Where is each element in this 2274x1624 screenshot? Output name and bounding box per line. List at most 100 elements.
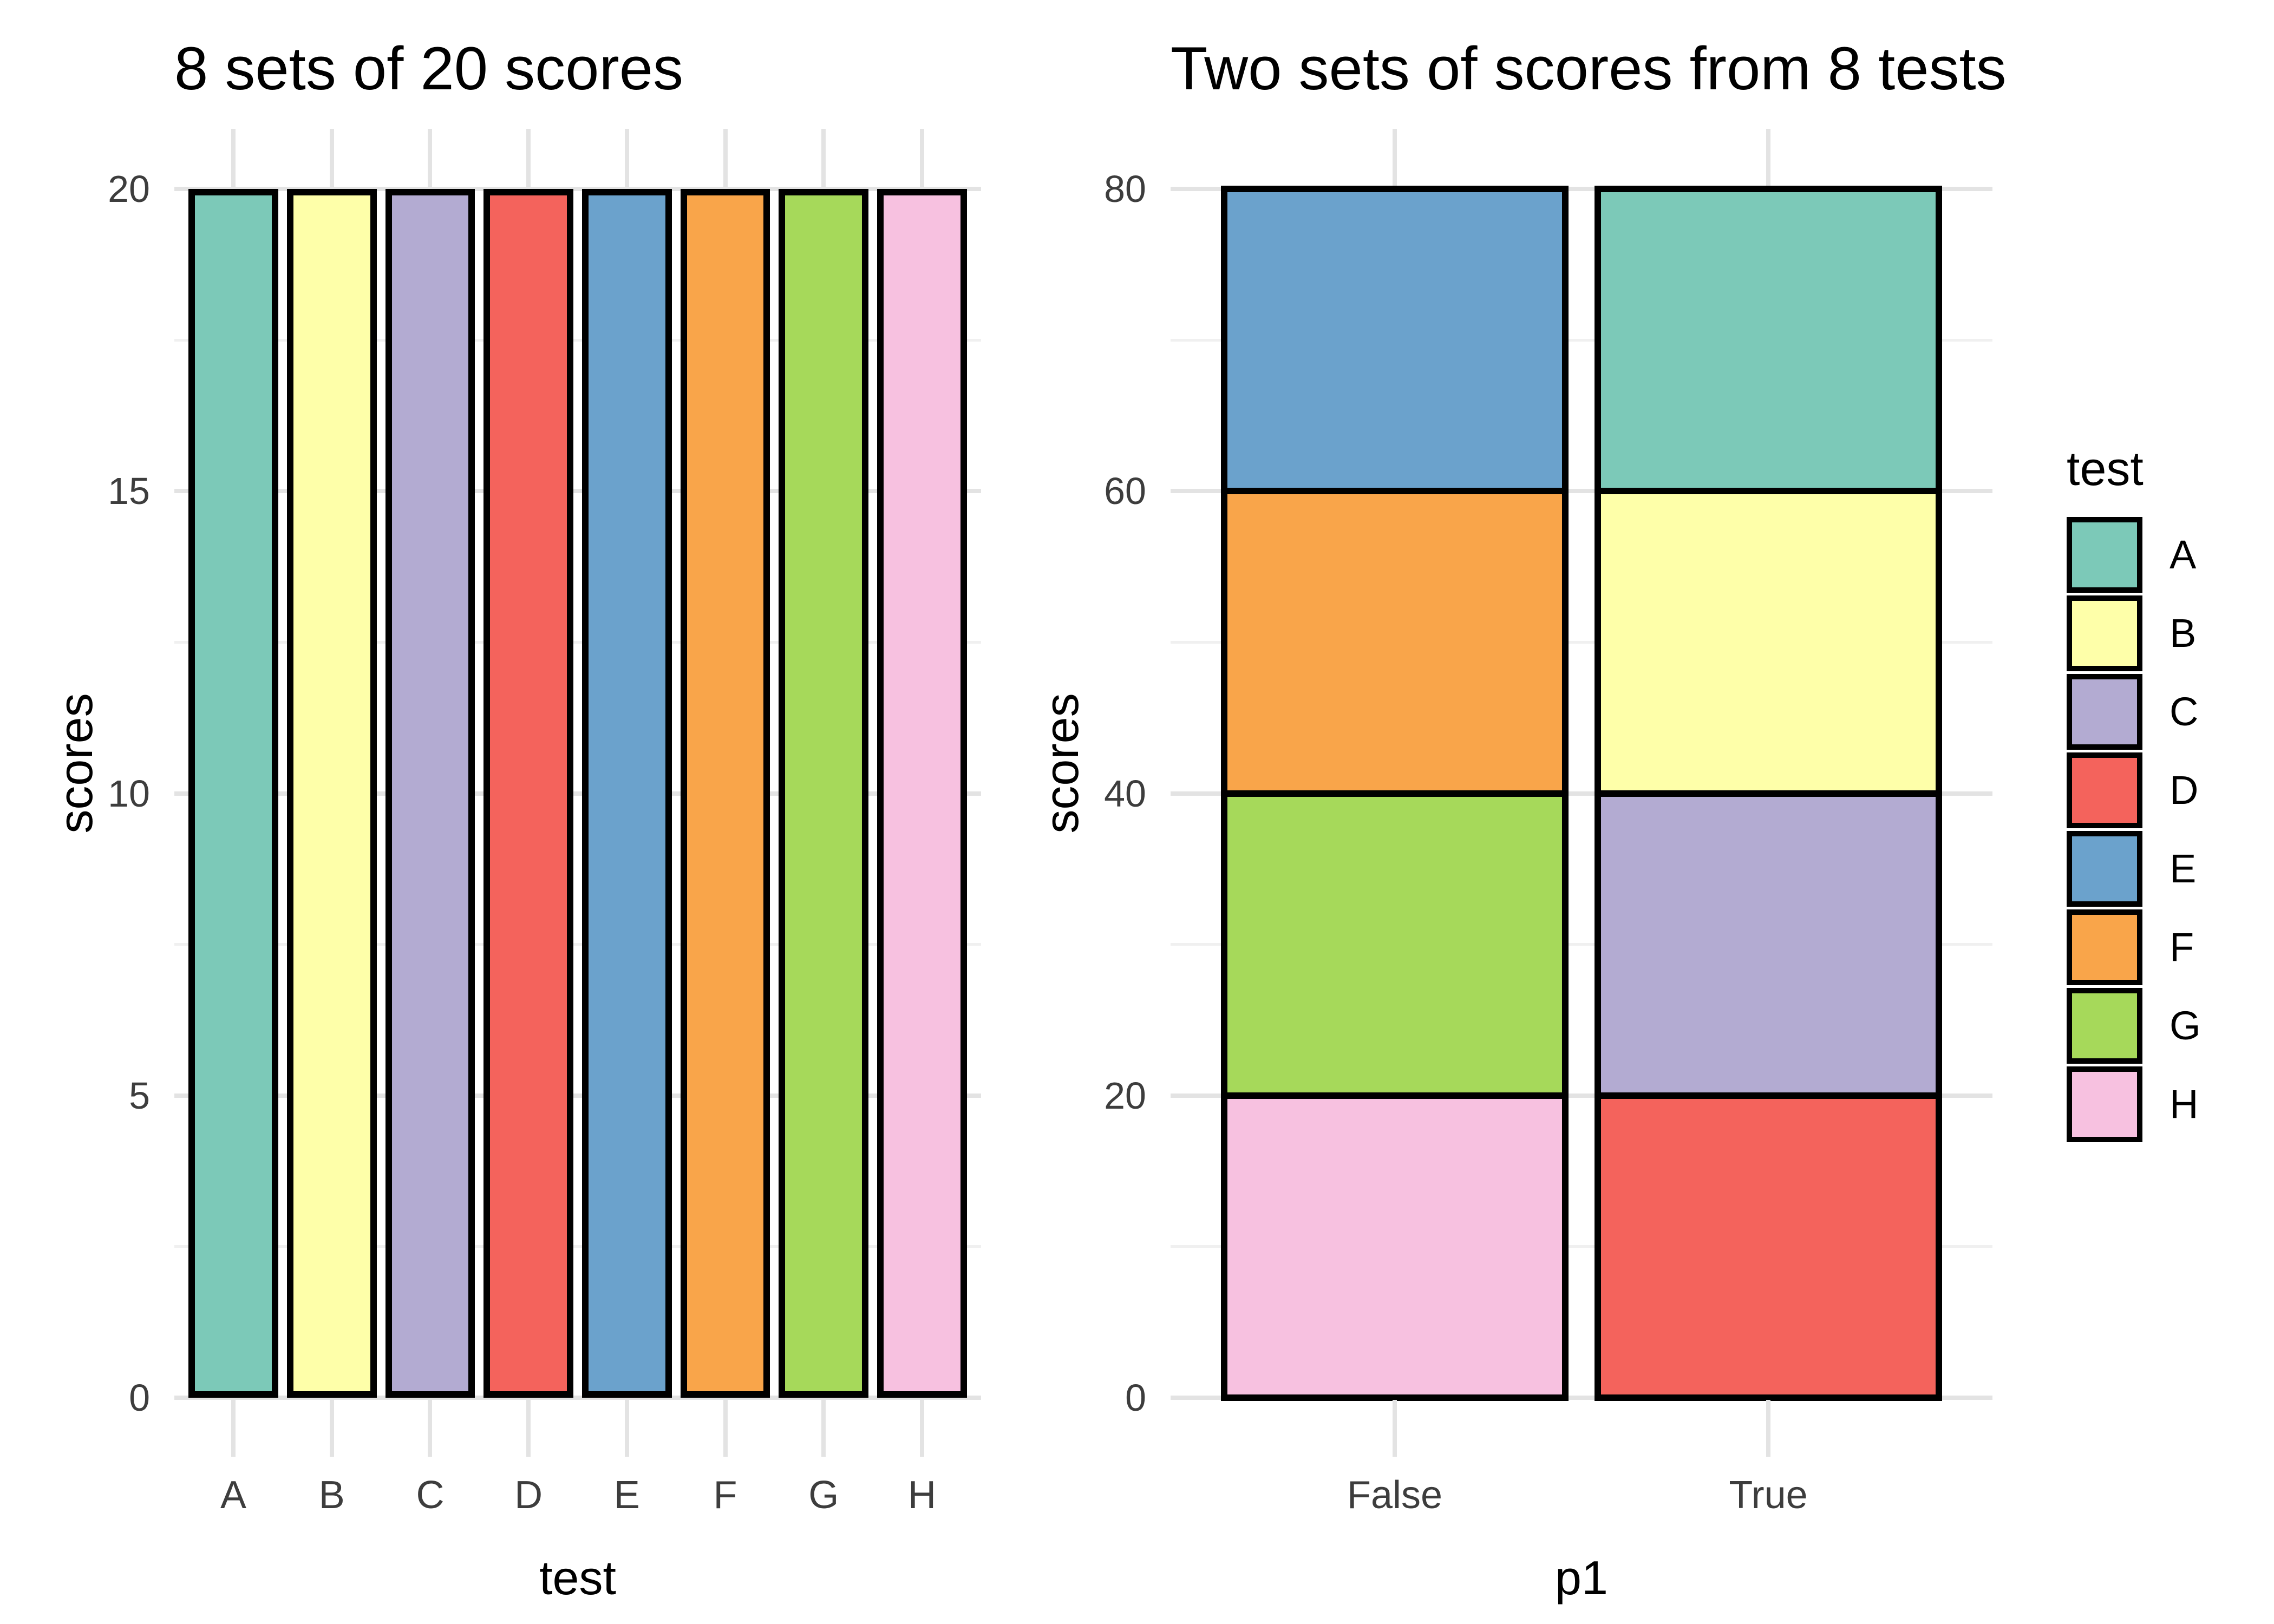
legend-item: C	[2067, 674, 2201, 750]
legend-item: D	[2067, 752, 2201, 828]
segment-False-H	[1224, 1095, 1565, 1398]
gridline-minor	[174, 338, 981, 342]
legend-swatch-F	[2067, 909, 2142, 985]
legend-item: B	[2067, 595, 2201, 671]
segment-False-F	[1224, 491, 1565, 794]
y-tick-label-left: 10	[108, 772, 150, 815]
y-tick-label-left: 5	[129, 1074, 150, 1117]
legend-item: A	[2067, 517, 2201, 593]
chart-title-left: 8 sets of 20 scores	[174, 35, 684, 102]
bar-outline-False	[1221, 186, 1569, 1401]
gridline-major	[174, 1396, 981, 1400]
legend-label: D	[2170, 768, 2199, 813]
gridline-minor	[1171, 338, 1992, 342]
legend-label: G	[2170, 1003, 2201, 1048]
legend-swatch-C	[2067, 674, 2142, 750]
legend-item: G	[2067, 988, 2201, 1064]
plot-panel-left	[174, 129, 981, 1400]
bar-C	[385, 189, 475, 1398]
bar-outline-True	[1595, 186, 1942, 1401]
bar-B	[286, 189, 377, 1398]
x-tick-left	[231, 1400, 236, 1457]
x-tick-left	[624, 1400, 629, 1457]
gridline-major	[174, 1093, 981, 1098]
gridline-minor	[174, 640, 981, 644]
legend-label: A	[2170, 532, 2197, 577]
gridline-major	[1171, 489, 1992, 494]
legend-label: F	[2170, 925, 2194, 970]
x-tick-label-left: E	[613, 1474, 640, 1517]
x-tick-left	[919, 1400, 924, 1457]
gridline-major	[1171, 187, 1992, 191]
gridline-minor	[174, 1245, 981, 1248]
y-tick-label-right: 80	[1104, 168, 1146, 210]
x-tick-left	[526, 1400, 531, 1457]
x-tick-left	[329, 1400, 334, 1457]
legend-label: H	[2170, 1082, 2199, 1127]
gridline-minor	[1171, 640, 1992, 644]
bar-F	[680, 189, 770, 1398]
gridline-major	[174, 489, 981, 494]
x-tick-label-left: D	[514, 1474, 543, 1517]
legend-swatch-A	[2067, 517, 2142, 593]
gridline-major	[1171, 791, 1992, 796]
legend-title: test	[2067, 442, 2144, 495]
legend-label: B	[2170, 611, 2197, 656]
legend-swatch-E	[2067, 831, 2142, 907]
segment-True-A	[1598, 189, 1939, 492]
x-tick-label-left: A	[220, 1474, 247, 1517]
x-axis-title-right: p1	[1555, 1551, 1608, 1605]
y-tick-label-left: 20	[108, 168, 150, 210]
segment-False-E	[1224, 189, 1565, 492]
x-tick-label-left: C	[416, 1474, 445, 1517]
bar-E	[581, 189, 672, 1398]
gridline-major	[1171, 1396, 1992, 1400]
x-tick-label-right: False	[1347, 1474, 1443, 1517]
legend-label: E	[2170, 846, 2197, 891]
segment-True-C	[1598, 793, 1939, 1096]
legend-label: C	[2170, 689, 2199, 734]
x-tick-label-left: G	[808, 1474, 839, 1517]
y-tick-label-right: 40	[1104, 772, 1146, 815]
y-tick-label-right: 0	[1125, 1377, 1146, 1419]
gridline-minor	[1171, 1245, 1992, 1248]
gridline-major	[1171, 1093, 1992, 1098]
gridline-minor	[174, 943, 981, 946]
legend-item: E	[2067, 831, 2201, 907]
y-tick-label-right: 20	[1104, 1074, 1146, 1117]
x-tick-label-left: H	[907, 1474, 936, 1517]
x-tick-label-left: F	[713, 1474, 737, 1517]
bar-G	[779, 189, 869, 1398]
legend-item: H	[2067, 1066, 2201, 1142]
legend-item: F	[2067, 909, 2201, 985]
gridline-major	[174, 187, 981, 191]
gridline-major	[174, 791, 981, 796]
y-tick-label-right: 60	[1104, 470, 1146, 513]
y-tick-label-left: 15	[108, 470, 150, 513]
legend-swatch-B	[2067, 595, 2142, 671]
segment-False-G	[1224, 793, 1565, 1096]
legend-swatch-D	[2067, 752, 2142, 828]
bar-A	[188, 189, 278, 1398]
plot-panel-right	[1171, 129, 1992, 1401]
bar-D	[483, 189, 573, 1398]
legend-swatch-G	[2067, 988, 2142, 1064]
y-tick-label-left: 0	[129, 1377, 150, 1419]
legend-swatch-H	[2067, 1066, 2142, 1142]
gridline-minor	[1171, 943, 1992, 946]
x-tick-right	[1766, 1400, 1770, 1457]
x-tick-left	[723, 1400, 728, 1457]
x-tick-label-left: B	[318, 1474, 345, 1517]
x-axis-title-left: test	[539, 1551, 616, 1605]
segment-True-D	[1598, 1095, 1939, 1398]
bar-H	[877, 189, 967, 1398]
x-tick-right	[1393, 1400, 1397, 1457]
x-tick-label-right: True	[1729, 1474, 1808, 1517]
chart-title-right: Two sets of scores from 8 tests	[1171, 35, 2007, 102]
x-tick-left	[821, 1400, 826, 1457]
x-tick-left	[428, 1400, 433, 1457]
segment-True-B	[1598, 491, 1939, 794]
